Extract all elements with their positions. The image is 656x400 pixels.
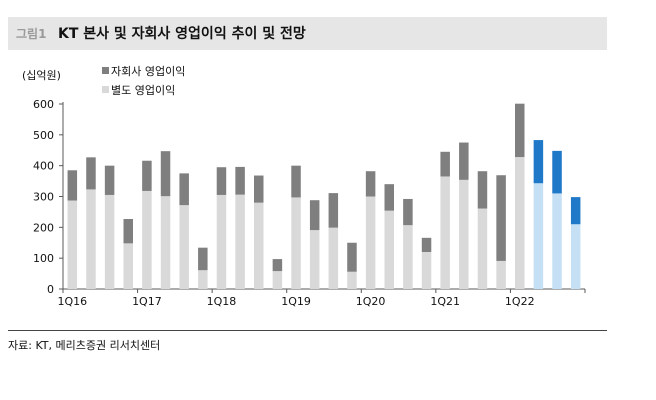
source-note: 자료: KT, 메리츠증권 리서치센터 xyxy=(8,339,161,352)
x-tick-label: 1Q18 xyxy=(207,295,237,308)
bar-subsidiary-4Q22 xyxy=(570,197,581,225)
bar-subsidiary-2Q22 xyxy=(533,140,544,184)
bar-base-4Q16 xyxy=(123,243,133,289)
bar-base-1Q16 xyxy=(67,200,78,289)
bar-subsidiary-1Q16 xyxy=(67,170,78,201)
legend-subsidiary-label: 자회사 영업이익 xyxy=(111,65,185,78)
x-tick-label: 1Q22 xyxy=(505,295,535,308)
footer-divider xyxy=(8,330,607,331)
y-tick-label: 200 xyxy=(33,221,54,234)
bar-base-1Q19 xyxy=(291,197,301,289)
bar-base-1Q18 xyxy=(216,194,227,289)
bar-subsidiary-2Q16 xyxy=(86,157,96,190)
bar-base-4Q21 xyxy=(496,260,506,289)
bar-base-3Q21 xyxy=(477,208,488,289)
bar-base-2Q19 xyxy=(309,230,320,289)
bar-subsidiary-4Q21 xyxy=(496,175,506,261)
bar-base-3Q18 xyxy=(254,202,264,289)
bar-subsidiary-2Q21 xyxy=(459,142,469,180)
x-tick-label: 1Q20 xyxy=(356,295,386,308)
x-tick-label: 1Q19 xyxy=(281,295,311,308)
bar-subsidiary-4Q19 xyxy=(347,242,357,272)
bar-base-3Q19 xyxy=(328,227,339,289)
bar-base-2Q16 xyxy=(86,189,96,289)
x-tick-label: 1Q17 xyxy=(132,295,162,308)
legend-base-swatch xyxy=(102,86,109,93)
bar-base-1Q22 xyxy=(515,157,525,289)
bar-base-3Q17 xyxy=(179,205,189,289)
y-tick-label: 400 xyxy=(33,160,54,173)
chart-title: KT 본사 및 자회사 영업이익 추이 및 전망 xyxy=(58,26,306,42)
bar-base-4Q20 xyxy=(421,252,432,289)
legend-subsidiary-swatch xyxy=(102,67,109,74)
bar-subsidiary-3Q21 xyxy=(477,171,488,209)
bar-subsidiary-2Q18 xyxy=(235,166,245,195)
bar-base-2Q18 xyxy=(235,194,245,289)
bar-subsidiary-4Q17 xyxy=(198,247,208,271)
y-tick-label: 600 xyxy=(33,98,54,111)
y-tick-label: 500 xyxy=(33,129,54,142)
bar-base-2Q17 xyxy=(160,196,171,289)
bar-subsidiary-2Q20 xyxy=(384,184,394,211)
y-tick-label: 300 xyxy=(33,191,54,204)
bar-base-4Q17 xyxy=(198,270,208,289)
bar-base-3Q20 xyxy=(403,225,413,289)
legend-base-label: 별도 영업이익 xyxy=(111,84,175,97)
bar-subsidiary-3Q17 xyxy=(179,173,189,206)
operating-profit-chart: (십억원) 0 100 200 300 400 500 600 1Q16 1Q17 1Q18 1Q19… xyxy=(22,65,586,308)
bar-subsidiary-1Q19 xyxy=(291,165,301,198)
bar-base-2Q22 xyxy=(533,183,544,289)
x-tick-label: 1Q21 xyxy=(430,295,460,308)
bar-subsidiary-1Q18 xyxy=(216,167,227,195)
figure-label: 그림1 xyxy=(16,27,47,41)
bar-subsidiary-4Q20 xyxy=(421,237,432,252)
unit-label: (십억원) xyxy=(22,69,61,82)
bar-base-4Q19 xyxy=(347,271,357,289)
bar-base-3Q16 xyxy=(104,194,115,289)
bar-subsidiary-4Q18 xyxy=(272,259,283,272)
bar-subsidiary-1Q20 xyxy=(365,171,376,197)
bar-base-1Q17 xyxy=(142,190,152,289)
bar-subsidiary-2Q19 xyxy=(309,200,320,231)
y-tick-label: 100 xyxy=(33,252,54,265)
bar-subsidiary-1Q21 xyxy=(440,151,450,177)
bar-base-4Q22 xyxy=(570,224,581,289)
x-tick-label: 1Q16 xyxy=(57,295,87,308)
bar-subsidiary-3Q19 xyxy=(328,193,339,228)
bar-base-1Q20 xyxy=(365,196,376,289)
bar-base-2Q21 xyxy=(459,179,469,289)
bar-base-1Q21 xyxy=(440,176,450,289)
bar-base-3Q22 xyxy=(552,193,562,289)
bar-subsidiary-2Q17 xyxy=(160,151,171,197)
title-bar: 그림1 KT 본사 및 자회사 영업이익 추이 및 전망 xyxy=(8,17,607,50)
bar-subsidiary-3Q18 xyxy=(254,175,264,203)
bar-subsidiary-1Q17 xyxy=(142,160,152,191)
y-tick-label: 0 xyxy=(47,283,54,296)
bar-subsidiary-1Q22 xyxy=(515,103,525,158)
bar-subsidiary-4Q16 xyxy=(123,219,133,244)
bar-subsidiary-3Q16 xyxy=(104,165,115,195)
bar-base-2Q20 xyxy=(384,210,394,289)
bar-base-4Q18 xyxy=(272,271,283,289)
bar-subsidiary-3Q22 xyxy=(552,150,562,194)
bar-subsidiary-3Q20 xyxy=(403,198,413,226)
